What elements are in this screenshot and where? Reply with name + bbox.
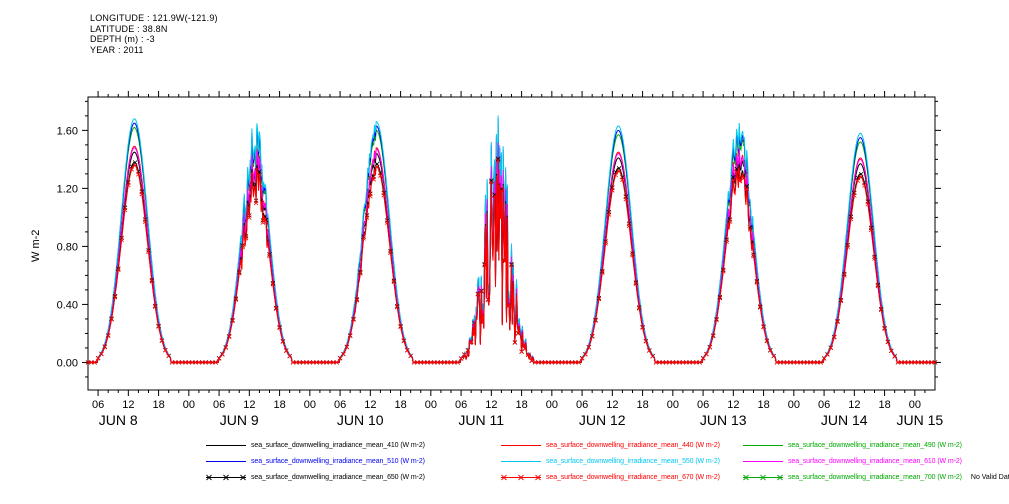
x-tick-label: 00 <box>304 399 316 411</box>
header-depth: DEPTH (m) : -3 <box>90 34 155 44</box>
series-line-550 <box>88 115 935 363</box>
x-tick-label: 12 <box>364 399 376 411</box>
x-axis: 06 12 18 00 06 12 18 00 06 12 18 00 06 12 18 00 06 12 18 00… <box>92 91 943 428</box>
x-tick-label: 06 <box>213 399 225 411</box>
x-tick-label: 00 <box>788 399 800 411</box>
x-tick-label: 00 <box>183 399 195 411</box>
series-line-510 <box>88 118 935 363</box>
day-label: JUN 9 <box>220 412 259 428</box>
y-tick-label: 1.20 <box>57 183 78 195</box>
series-markers-670 <box>85 158 938 365</box>
series-line-490 <box>88 123 935 363</box>
x-tick-label: 00 <box>667 399 679 411</box>
series <box>85 115 938 365</box>
x-tick-label: 12 <box>243 399 255 411</box>
header-year: YEAR : 2011 <box>90 44 144 55</box>
x-tick-label: 18 <box>757 399 769 411</box>
x-tick-label: 18 <box>878 399 890 411</box>
x-tick-label: 00 <box>425 399 437 411</box>
x-tick-label: 00 <box>909 399 921 411</box>
y-tick-label: 1.60 <box>57 125 78 137</box>
day-label: JUN 14 <box>821 412 868 428</box>
y-tick-label: 0.00 <box>57 357 78 369</box>
plot-context-header: LONGITUDE : 121.9W(-121.9) LATITUDE : 38… <box>90 13 218 55</box>
y-tick-label: 0.80 <box>57 241 78 253</box>
y-tick-label: 0.40 <box>57 299 78 311</box>
x-tick-label: 12 <box>122 399 134 411</box>
x-tick-label: 18 <box>394 399 406 411</box>
x-tick-label: 06 <box>697 399 709 411</box>
x-tick-label: 06 <box>455 399 467 411</box>
x-tick-label: 12 <box>848 399 860 411</box>
day-label: JUN 11 <box>458 412 504 428</box>
header-longitude: LONGITUDE : 121.9W(-121.9) <box>90 13 218 23</box>
x-tick-label: 18 <box>636 399 648 411</box>
x-tick-label: 12 <box>606 399 618 411</box>
day-label: JUN 15 <box>897 412 944 428</box>
x-tick-label: 12 <box>485 399 497 411</box>
x-tick-label: 18 <box>515 399 527 411</box>
day-label: JUN 8 <box>99 412 138 428</box>
header-latitude: LATITUDE : 38.8N <box>90 23 168 34</box>
day-label: JUN 10 <box>337 412 384 428</box>
x-tick-label: 12 <box>727 399 739 411</box>
day-label: JUN 13 <box>700 412 747 428</box>
y-axis: 0.00 0.40 0.80 1.20 1.60 <box>57 100 941 378</box>
x-tick-label: 06 <box>576 399 588 411</box>
x-tick-label: 06 <box>818 399 830 411</box>
x-tick-label: 06 <box>334 399 346 411</box>
x-tick-label: 00 <box>546 399 558 411</box>
x-tick-label: 18 <box>273 399 285 411</box>
x-tick-label: 18 <box>152 399 164 411</box>
x-tick-label: 06 <box>92 399 104 411</box>
day-label: JUN 12 <box>579 412 626 428</box>
